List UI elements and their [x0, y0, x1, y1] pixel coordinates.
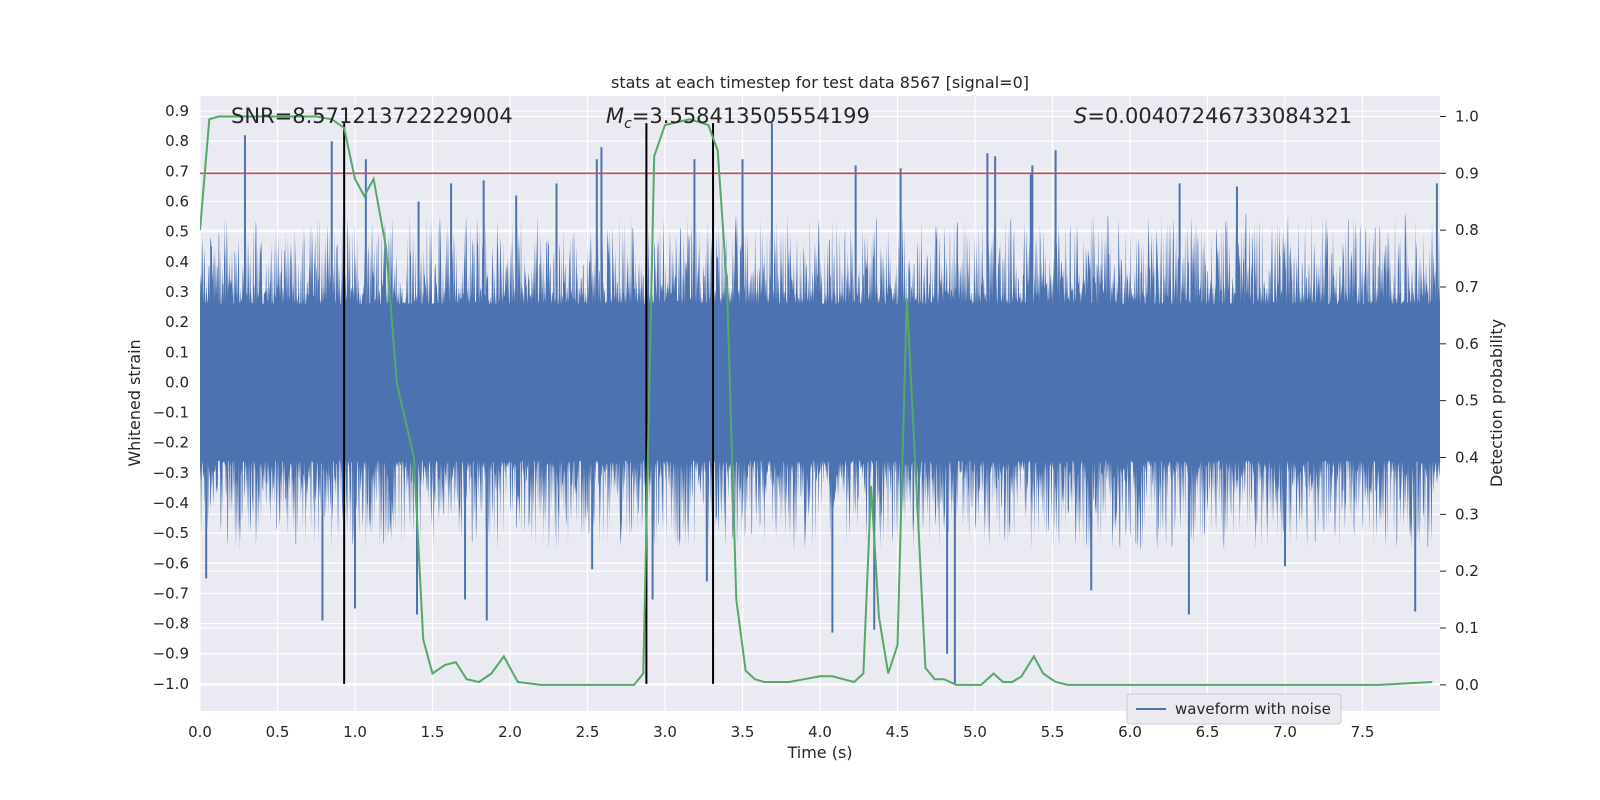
y-right-tick-label: 0.9	[1455, 164, 1479, 182]
y-left-tick-label: −0.1	[153, 404, 189, 422]
x-tick-label: 0.5	[266, 723, 290, 741]
y-left-axis-label: Whitened strain	[125, 339, 144, 466]
x-tick-label: 1.0	[343, 723, 367, 741]
x-tick-label: 6.5	[1196, 723, 1220, 741]
y-left-tick-label: −0.9	[153, 645, 189, 663]
x-axis-label: Time (s)	[786, 743, 852, 762]
y-left-tick-label: 0.4	[165, 253, 189, 271]
x-tick-label: 3.0	[653, 723, 677, 741]
y-left-tick-label: 0.3	[165, 283, 189, 301]
x-tick-label: 5.5	[1041, 723, 1065, 741]
y-left-tick-label: 0.2	[165, 313, 189, 331]
s-annotation: S=0.00407246733084321	[1074, 104, 1352, 128]
y-left-tick-label: 0.5	[165, 223, 189, 241]
x-tick-label: 7.5	[1351, 723, 1375, 741]
y-left-tick-label: 0.9	[165, 102, 189, 120]
chart-title: stats at each timestep for test data 856…	[611, 73, 1029, 92]
detection-probability-line	[200, 115, 1433, 686]
x-tick-labels: 0.0 0.5 1.0 1.5 2.0 2.5 3.0 3.5 4.0 4.5 5.0 5.5 6.0 6…	[188, 723, 1374, 741]
x-tick-label: 2.0	[498, 723, 522, 741]
y-left-tick-label: 0.6	[165, 193, 189, 211]
y-right-tick-label: 0.4	[1455, 448, 1479, 466]
y-right-axis-label: Detection probability	[1487, 319, 1506, 487]
y-left-tick-label: −0.8	[153, 615, 189, 633]
y-left-tick-label: −0.4	[153, 494, 189, 512]
y-left-tick-label: 0.8	[165, 132, 189, 150]
y-left-tick-label: −1.0	[153, 675, 189, 693]
y-right-tick-label: 0.8	[1455, 221, 1479, 239]
y-right-tick-label: 0.3	[1455, 505, 1479, 523]
y-right-tick-label: 0.6	[1455, 335, 1479, 353]
y-left-tick-label: 0.1	[165, 343, 189, 361]
y-right-tick-label: 1.0	[1455, 107, 1479, 125]
waveform-band	[200, 213, 1440, 552]
x-tick-label: 2.5	[576, 723, 600, 741]
y-right-tick-label: 0.2	[1455, 562, 1479, 580]
x-tick-label: 0.0	[188, 723, 212, 741]
y-left-tick-label: −0.7	[153, 584, 189, 602]
waveform-spikes	[205, 123, 1438, 684]
legend-entry: waveform with noise	[1175, 700, 1331, 718]
y-right-tick-label: 0.0	[1455, 676, 1479, 694]
y-left-tick-label: −0.5	[153, 524, 189, 542]
y-left-tick-label: −0.6	[153, 554, 189, 572]
y-left-tick-label: 0.0	[165, 373, 189, 391]
x-tick-label: 5.0	[963, 723, 987, 741]
x-tick-label: 3.5	[731, 723, 755, 741]
y-right-tick-labels: 0.0 0.1 0.2 0.3 0.4 0.5 0.6 0.7 0.8 0.9 1.0	[1440, 107, 1479, 694]
y-right-tick-label: 0.5	[1455, 392, 1479, 410]
x-tick-label: 6.0	[1118, 723, 1142, 741]
y-right-tick-label: 0.7	[1455, 278, 1479, 296]
vertical-markers	[343, 123, 715, 684]
x-tick-label: 4.0	[808, 723, 832, 741]
x-tick-label: 4.5	[886, 723, 910, 741]
y-left-tick-label: 0.7	[165, 162, 189, 180]
y-left-tick-label: −0.3	[153, 464, 189, 482]
x-tick-label: 1.5	[421, 723, 445, 741]
legend: waveform with noise	[1126, 693, 1342, 725]
chirp-mass-annotation: Mc=3.558413505554199	[606, 104, 870, 132]
y-left-tick-labels: −1.0 −0.9 −0.8 −0.7 −0.6 −0.5 −0.4 −0.3 −0.2 −0.1…	[153, 102, 189, 693]
x-tick-label: 7.0	[1273, 723, 1297, 741]
snr-annotation: SNR=8.571213722229004	[231, 104, 513, 128]
y-left-tick-label: −0.2	[153, 434, 189, 452]
y-right-tick-label: 0.1	[1455, 619, 1479, 637]
